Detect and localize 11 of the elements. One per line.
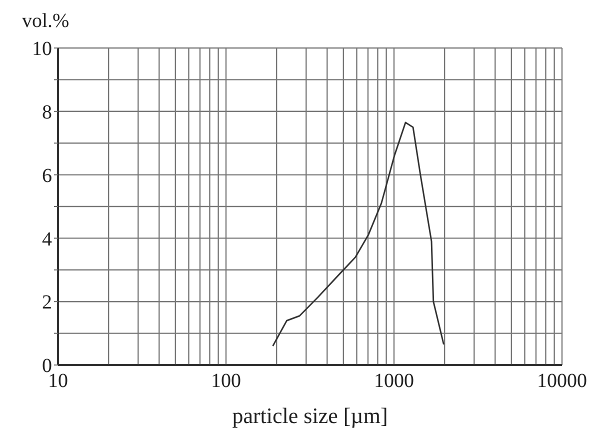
x-tick-label: 100 (211, 370, 241, 392)
y-tick-label: 2 (42, 292, 52, 314)
y-tick-label: 4 (42, 228, 52, 250)
x-tick-label: 10000 (537, 370, 587, 392)
y-tick-label: 6 (42, 164, 52, 187)
y-axis-title: vol.% (22, 10, 70, 33)
y-tick-label: 8 (42, 102, 52, 124)
y-tick-label: 0 (42, 355, 52, 378)
x-axis-title: particle size [µm] (232, 403, 388, 428)
y-tick-label: 10 (32, 38, 52, 60)
x-tick-label: 1000 (374, 370, 414, 392)
